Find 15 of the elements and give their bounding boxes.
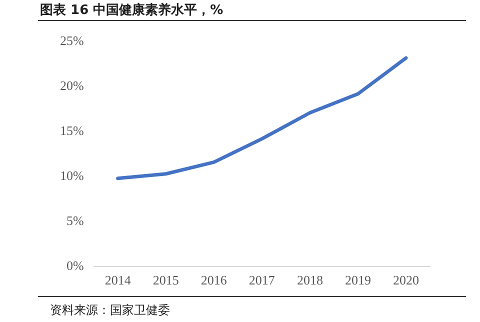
chart-title: 图表 16 中国健康素养水平，% (40, 2, 224, 19)
x-tick-label: 2020 (392, 272, 419, 288)
y-tick-label: 25% (60, 33, 84, 48)
x-tick-label: 2017 (248, 272, 276, 288)
y-tick-label: 20% (60, 78, 84, 94)
x-tick-label: 2018 (296, 272, 323, 288)
x-tick-label: 2014 (104, 272, 132, 288)
y-tick-label: 15% (60, 123, 84, 138)
x-tick-label: 2015 (152, 272, 179, 288)
y-tick-label: 0% (66, 258, 84, 273)
y-tick-label: 5% (66, 212, 84, 228)
x-tick-label: 2016 (200, 272, 228, 288)
x-tick-label: 2019 (344, 272, 371, 288)
text: 资料来源：国家卫健委 (50, 302, 170, 319)
y-tick-label: 10% (60, 168, 84, 183)
